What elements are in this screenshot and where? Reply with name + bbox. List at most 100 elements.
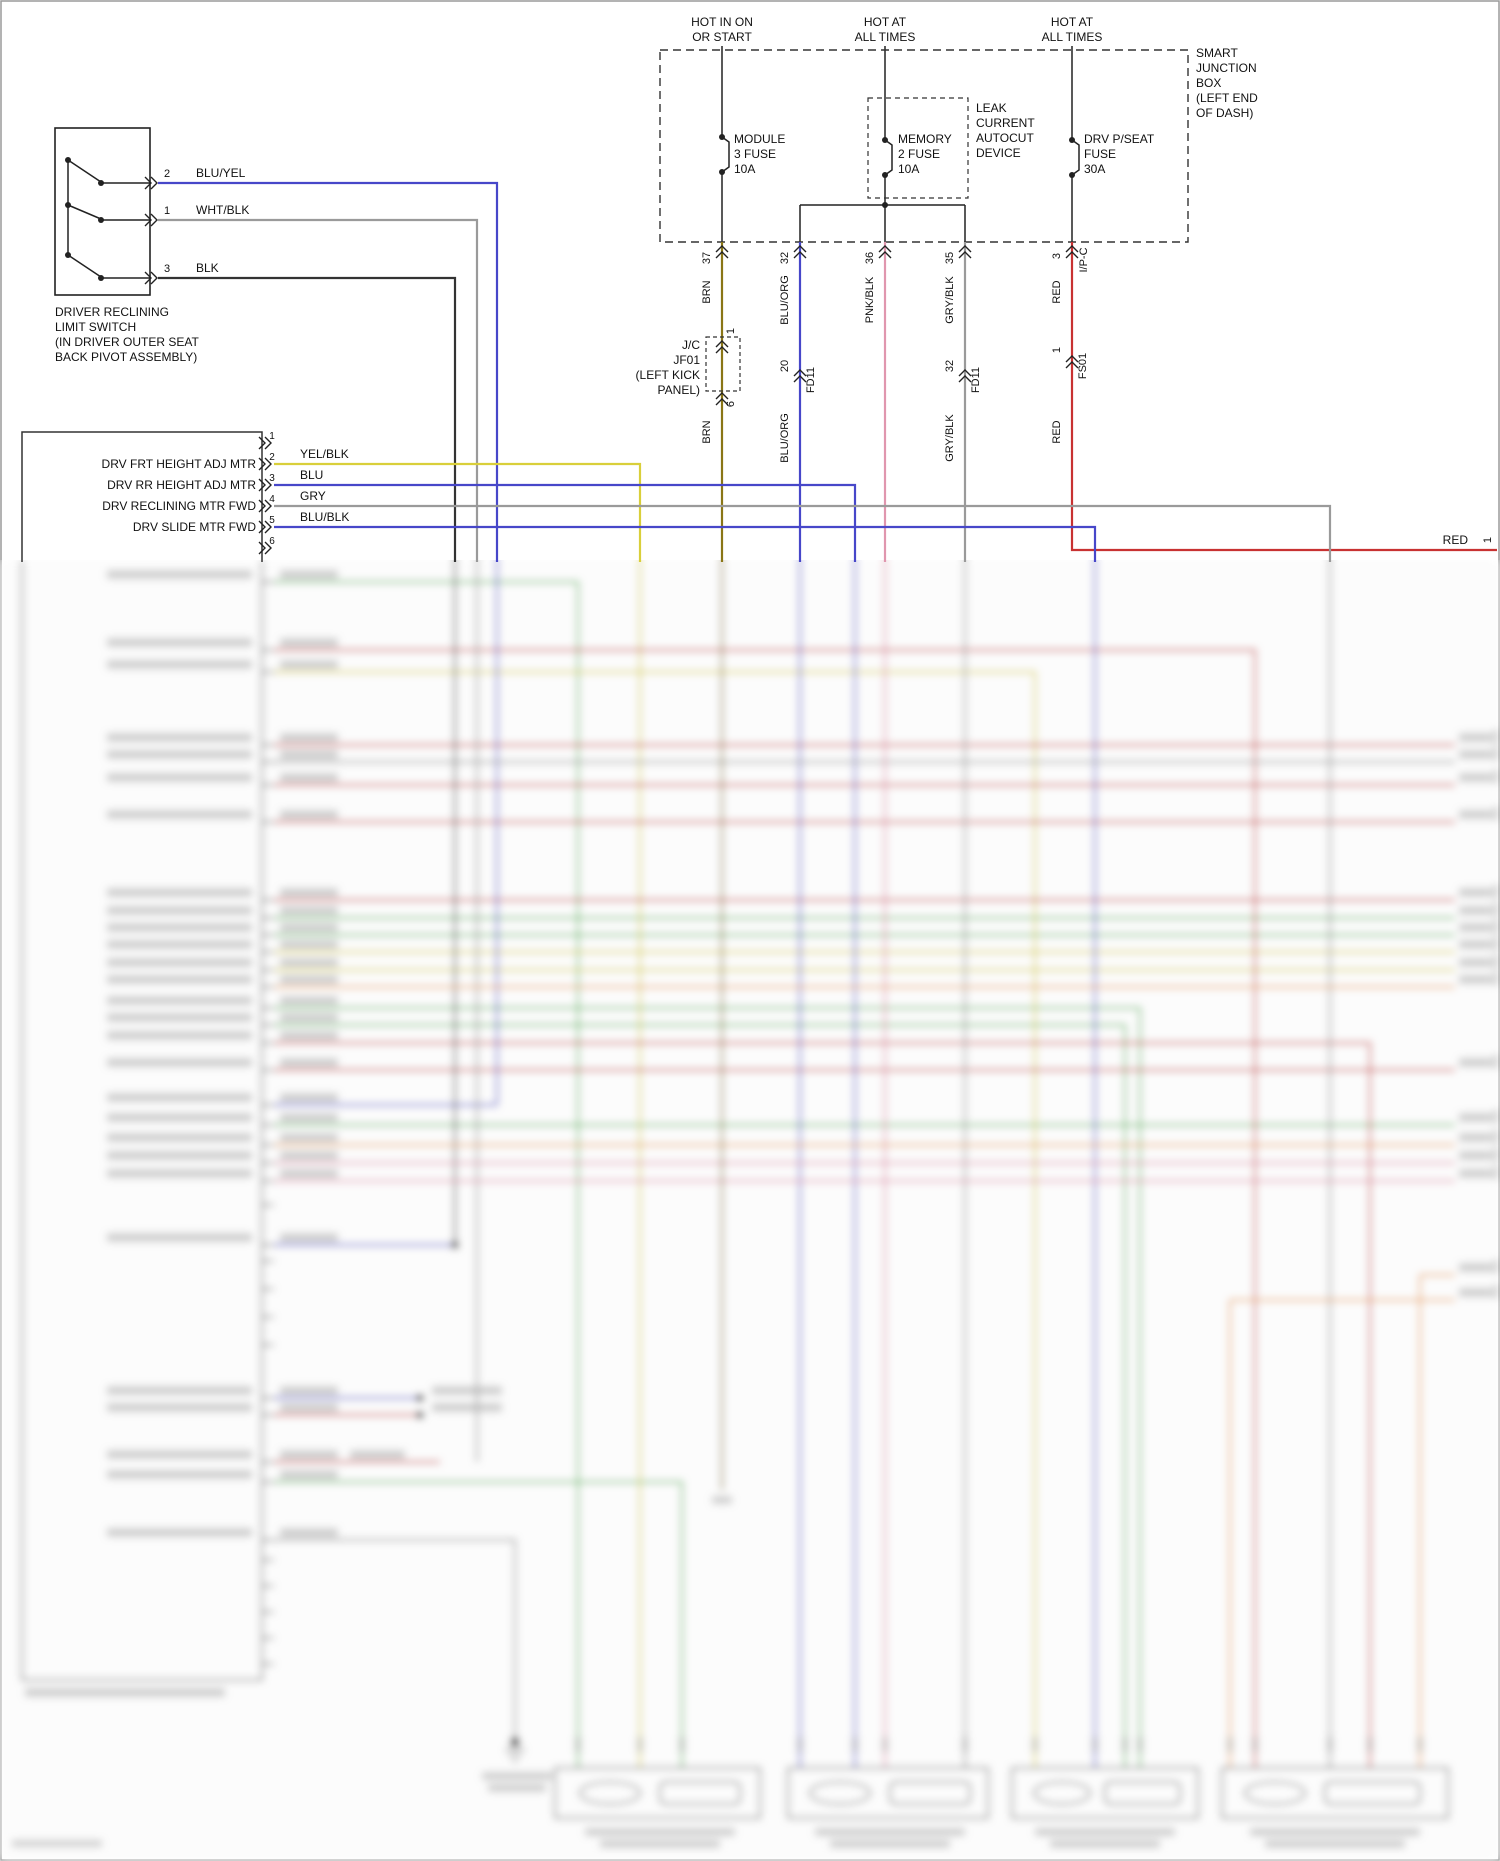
wire-blk	[158, 276, 457, 562]
ls-pin-2: 2	[164, 168, 170, 180]
sc-pin-6: 6	[269, 536, 275, 547]
pin-3: 3	[1051, 253, 1063, 259]
sjb-exit-labels: 37 32 36 35 3 I/P-C BRN BLU/ORG PNK/BLK …	[701, 247, 1090, 324]
red-wires	[274, 648, 1455, 1768]
sc-row-3-label: DRV RECLINING MTR FWD	[102, 499, 256, 513]
seat-connector-pin-numbers: 1 2 3 4 5 6	[269, 431, 275, 547]
wire-label-brn-mid: BRN	[701, 420, 713, 443]
ls-caption-1: DRIVER RECLINING	[55, 305, 169, 319]
ls-pin-1: 1	[164, 205, 170, 217]
fuse-memory-2: 2 FUSE	[898, 147, 940, 161]
smart-junction-box	[659, 49, 1189, 243]
junction-connector-labels: J/C JF01 (LEFT KICK PANEL)	[636, 338, 701, 397]
limit-switch-pins: 2 BLU/YEL 1 WHT/BLK 3 BLK	[164, 166, 249, 275]
wire-label-bluorg-top: BLU/ORG	[779, 275, 791, 325]
wire-label-pnkblk-top: PNK/BLK	[864, 276, 876, 323]
sjb-label-1: SMART	[1196, 46, 1238, 60]
sjb-label-5: OF DASH)	[1196, 106, 1253, 120]
fuse-memory-3: 10A	[898, 162, 919, 176]
limit-switch-caption: DRIVER RECLINING LIMIT SWITCH (IN DRIVER…	[55, 305, 199, 364]
feed-1-line1: HOT IN ON	[691, 15, 753, 29]
fd11-a-name: FD11	[805, 367, 817, 393]
fuse-pseat-2: FUSE	[1084, 147, 1116, 161]
fuse-labels: MODULE 3 FUSE 10A MEMORY 2 FUSE 10A DRV …	[734, 101, 1155, 176]
fuse-pseat-1: DRV P/SEAT	[1084, 132, 1155, 146]
sharp-upper-region: HOT IN ON OR START HOT AT ALL TIMES HOT …	[21, 15, 1497, 562]
ls-wire-whtblk: WHT/BLK	[196, 203, 249, 217]
green-wires	[274, 580, 1455, 1768]
seat-module-box-upper	[21, 431, 263, 562]
fuse-pseat-3: 30A	[1084, 162, 1105, 176]
orange-wires	[274, 985, 1455, 1768]
wire-label-red-top: RED	[1051, 280, 1063, 303]
fuse-circuits	[719, 46, 1080, 242]
sc-wire-1: YEL/BLK	[300, 447, 349, 461]
pin-37: 37	[701, 252, 713, 264]
jc-code: JF01	[673, 353, 700, 367]
ls-caption-3: (IN DRIVER OUTER SEAT	[55, 335, 199, 349]
pin-35: 35	[944, 252, 956, 264]
fuse-module-1: MODULE	[734, 132, 785, 146]
leak-label-1: LEAK	[976, 101, 1007, 115]
sc-row-2-label: DRV RR HEIGHT ADJ MTR	[107, 478, 256, 492]
sjb-label-2: JUNCTION	[1196, 61, 1257, 75]
fuse-module-3: 10A	[734, 162, 755, 176]
sc-row-1-label: DRV FRT HEIGHT ADJ MTR	[102, 457, 257, 471]
sc-pin-5: 5	[269, 515, 275, 526]
blurred-lower-region	[2, 560, 1498, 1859]
feed-1-line2: OR START	[692, 30, 752, 44]
jc-name: J/C	[682, 338, 700, 352]
pink-wires	[274, 560, 1455, 1768]
blurred-text-left-labels	[107, 570, 338, 1537]
right-exit-pin: 1	[1482, 537, 1494, 543]
blurred-text-right-labels	[1459, 729, 1498, 1299]
sc-row-4-label: DRV SLIDE MTR FWD	[133, 520, 256, 534]
ground-symbol	[505, 1749, 525, 1763]
wire-label-brn-top: BRN	[701, 280, 713, 303]
bottom-connectors	[554, 1767, 1449, 1819]
fd11-b-name: FD11	[970, 367, 982, 393]
leak-label-4: DEVICE	[976, 146, 1021, 160]
leak-label-3: AUTOCUT	[976, 131, 1034, 145]
limit-switch-box	[54, 127, 151, 296]
sjb-label-4: (LEFT END	[1196, 91, 1258, 105]
feed-3-line1: HOT AT	[1051, 15, 1094, 29]
ls-wire-blk: BLK	[196, 261, 219, 275]
feed-2-line2: ALL TIMES	[855, 30, 916, 44]
fs01-pin: 1	[1051, 347, 1063, 353]
pin-32: 32	[779, 252, 791, 264]
wire-blu-blk	[274, 525, 1097, 562]
seat-connector-row-labels: DRV FRT HEIGHT ADJ MTR DRV RR HEIGHT ADJ…	[102, 457, 257, 534]
junction-connector-box	[705, 336, 741, 392]
sc-wire-2: BLU	[300, 468, 323, 482]
sjb-label-3: BOX	[1196, 76, 1221, 90]
wire-label-bluorg-mid: BLU/ORG	[779, 413, 791, 463]
ls-caption-2: LIMIT SWITCH	[55, 320, 136, 334]
sjb-label: SMART JUNCTION BOX (LEFT END OF DASH)	[1196, 46, 1258, 120]
wire-label-gryblk-top: GRY/BLK	[944, 276, 956, 324]
sc-wire-4: BLU/BLK	[300, 510, 349, 524]
sc-wire-3: GRY	[300, 489, 326, 503]
wire-blu	[274, 483, 857, 562]
feed-3-line2: ALL TIMES	[1042, 30, 1103, 44]
wire-red	[1070, 242, 1497, 552]
ls-caption-4: BACK PIVOT ASSEMBLY)	[55, 350, 197, 364]
jc-pin-in: 1	[725, 328, 737, 334]
junction-connector-pins: 1 6 BRN	[701, 328, 737, 444]
wire-gry	[274, 504, 1332, 562]
sc-pin-1: 1	[269, 431, 275, 442]
seat-module-box-lower	[21, 560, 263, 1681]
power-feed-labels: HOT IN ON OR START HOT AT ALL TIMES HOT …	[691, 15, 1102, 44]
leak-label-2: CURRENT	[976, 116, 1035, 130]
limit-switch-internals	[65, 157, 150, 281]
splice-dots	[416, 1241, 520, 1747]
ls-pin-3: 3	[164, 263, 170, 275]
ipc-label: I/P-C	[1078, 247, 1090, 272]
seat-connector-wire-labels: YEL/BLK BLU GRY BLU/BLK	[300, 447, 349, 524]
fuse-memory-1: MEMORY	[898, 132, 952, 146]
wire-wht-blk	[158, 218, 479, 562]
gray-wires	[274, 560, 1455, 1768]
